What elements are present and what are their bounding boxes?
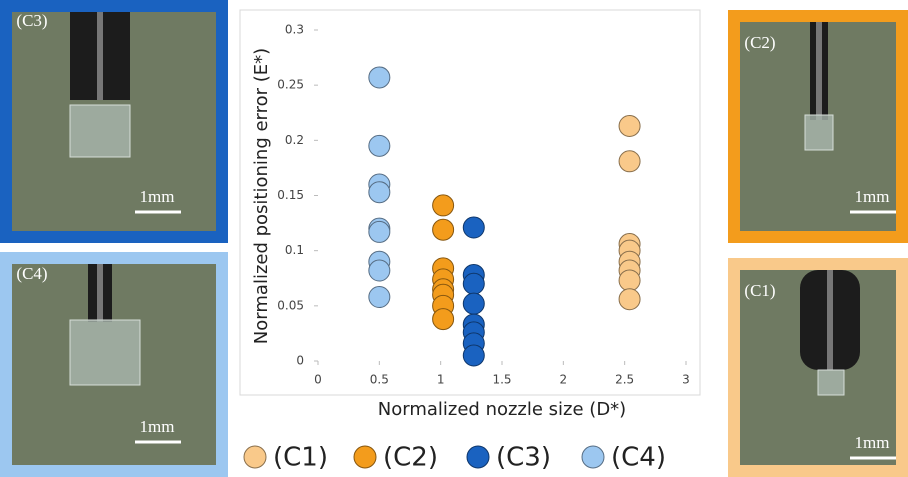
nozzle-shaft (97, 12, 103, 100)
y-tick-label: 0.1 (285, 243, 304, 257)
point (462, 272, 485, 295)
scale-label: 1mm (855, 187, 890, 206)
panel-label: (C3) (16, 11, 47, 30)
x-tick-label: 1.5 (492, 373, 511, 387)
point (618, 114, 641, 137)
point (432, 218, 455, 241)
point (368, 66, 391, 89)
nozzle-shaft (97, 264, 103, 322)
y-tick-label: 0.05 (277, 298, 304, 312)
legend-label: (C3) (496, 443, 551, 473)
x-tick-label: 0 (314, 373, 322, 387)
photo-panel: (C3) 1mm (0, 0, 228, 243)
point (368, 259, 391, 282)
y-tick-label: 0.15 (277, 188, 304, 202)
x-tick-label: 2.5 (615, 373, 634, 387)
x-tick-label: 3 (682, 373, 690, 387)
crystal (817, 369, 845, 396)
legend-label: (C4) (611, 443, 666, 473)
point (432, 194, 455, 217)
point (618, 269, 641, 292)
point (462, 216, 485, 239)
y-tick-label: 0 (296, 354, 304, 368)
y-tick-label: 0.25 (277, 78, 304, 92)
x-tick-label: 0.5 (370, 373, 389, 387)
point (432, 308, 455, 331)
legend-marker (466, 445, 490, 469)
nozzle-shaft (816, 22, 822, 120)
crystal (804, 114, 834, 151)
point (618, 288, 641, 311)
y-axis-title: Normalized positioning error (E*) (251, 48, 272, 344)
panel-label: (C2) (744, 33, 775, 52)
photo-panel: (C2) 1mm (728, 10, 908, 243)
scale-label: 1mm (140, 417, 175, 436)
point (368, 220, 391, 243)
nozzle-shaft (827, 270, 833, 370)
point (618, 150, 641, 173)
y-tick-label: 0.2 (285, 133, 304, 147)
x-tick-label: 2 (560, 373, 568, 387)
panel-label: (C1) (744, 281, 775, 300)
legend-marker (243, 445, 267, 469)
point (368, 286, 391, 309)
point (368, 134, 391, 157)
legend-label: (C1) (273, 443, 328, 473)
panel-label: (C4) (16, 264, 47, 283)
plot-frame (239, 9, 701, 396)
legend-marker (581, 445, 605, 469)
legend-label: (C2) (383, 443, 438, 473)
y-tick-label: 0.3 (285, 23, 304, 37)
legend-marker (353, 445, 377, 469)
scale-label: 1mm (855, 433, 890, 452)
x-axis-title: Normalized nozzle size (D*) (378, 399, 626, 420)
photo-panel: (C4) 1mm (0, 252, 228, 477)
point (462, 344, 485, 367)
point (462, 292, 485, 315)
point (368, 181, 391, 204)
crystal (69, 319, 141, 386)
photo-panel: (C1) 1mm (728, 258, 908, 477)
x-tick-label: 1 (437, 373, 445, 387)
scale-label: 1mm (140, 187, 175, 206)
crystal (69, 104, 131, 158)
